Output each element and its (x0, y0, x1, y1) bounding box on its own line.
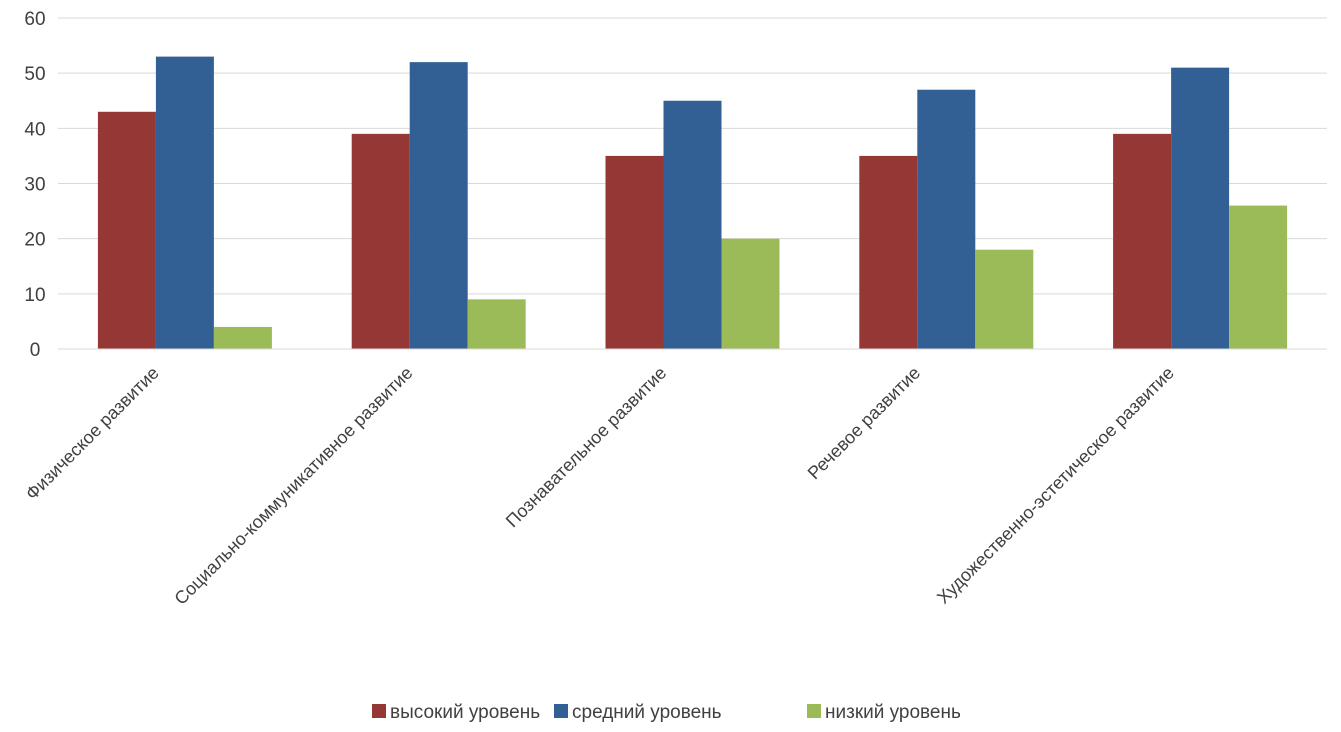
bar (1113, 133, 1172, 349)
y-tick-label: 50 (24, 64, 45, 85)
bar (721, 238, 780, 349)
x-category-label: Речевое развитие (804, 363, 924, 483)
bar (917, 89, 976, 349)
legend-swatch (554, 704, 568, 718)
category-labels: Физическое развитие Социально-коммуникати… (22, 363, 1178, 609)
bar (859, 155, 918, 349)
y-tick-label: 20 (24, 230, 45, 251)
bar (467, 299, 526, 349)
bar (351, 133, 410, 349)
bar (213, 326, 272, 349)
legend-label: средний уровень (572, 702, 722, 723)
bar (97, 111, 156, 350)
x-category-label: Социально-коммуникативное развитие (170, 363, 416, 609)
y-tick-label: 30 (24, 175, 45, 196)
bar (605, 155, 664, 349)
bar (1171, 67, 1230, 350)
bar (409, 62, 468, 350)
bar (975, 249, 1034, 349)
bar (663, 100, 722, 349)
bars (97, 56, 1288, 350)
legend-label: низкий уровень (825, 702, 961, 723)
x-category-label: Познавательное развитие (502, 363, 670, 531)
x-category-label: Физическое развитие (22, 363, 163, 504)
legend: высокий уровень средний уровень низкий уро… (372, 702, 961, 723)
legend-swatch (807, 704, 821, 718)
legend-swatch (372, 704, 386, 718)
x-category-label: Художественно-эстетическое развитие (933, 363, 1178, 608)
legend-label: высокий уровень (390, 702, 540, 723)
y-tick-label: 60 (24, 9, 45, 30)
y-tick-label: 10 (24, 285, 45, 306)
y-axis-tick-labels: 0 10 20 30 40 50 60 (24, 9, 45, 361)
y-tick-label: 40 (24, 119, 45, 140)
y-tick-label: 0 (30, 340, 41, 361)
bar (1229, 205, 1288, 349)
bar (155, 56, 214, 349)
